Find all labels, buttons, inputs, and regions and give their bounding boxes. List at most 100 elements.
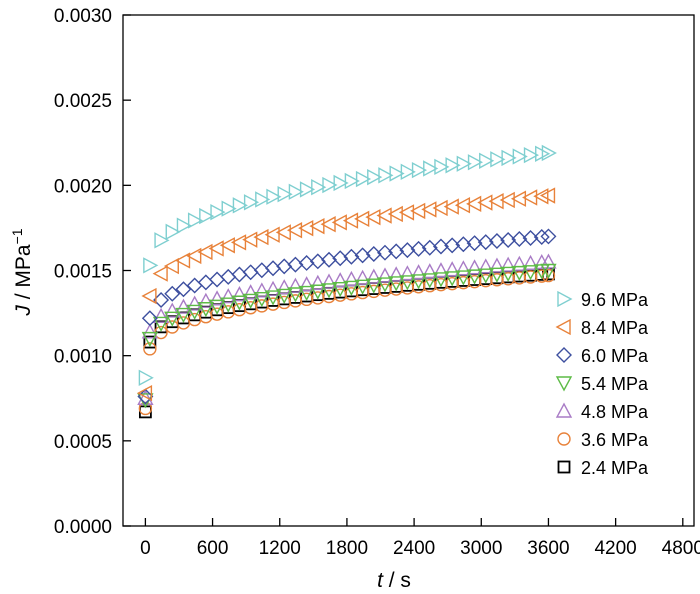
data-point (286, 222, 303, 239)
data-point (343, 280, 360, 296)
data-point (141, 310, 158, 327)
data-point (523, 146, 540, 164)
x-tick-label: 3600 (527, 538, 569, 559)
data-point (309, 274, 326, 290)
data-point (523, 270, 538, 284)
data-point (466, 269, 483, 285)
data-point (320, 283, 338, 299)
data-point (540, 228, 557, 245)
legend-item: 3.6 MPa (557, 430, 649, 450)
data-point (432, 262, 450, 278)
data-point (231, 295, 248, 311)
data-point (152, 265, 168, 282)
data-point (499, 256, 517, 272)
data-point (230, 234, 247, 251)
series-points (138, 268, 556, 416)
data-point (333, 174, 349, 192)
data-point (477, 258, 494, 274)
data-point (220, 268, 237, 285)
data-point (432, 272, 450, 288)
data-point (220, 297, 237, 313)
data-point (219, 237, 235, 254)
data-point (434, 158, 450, 176)
data-point (298, 276, 315, 292)
data-point (197, 243, 213, 261)
data-point (232, 197, 248, 214)
data-point (355, 170, 372, 188)
legend-item: 8.4 MPa (555, 318, 649, 338)
data-point (174, 252, 191, 269)
data-point (540, 253, 557, 269)
data-point (367, 168, 383, 186)
x-axis-ticks: 0 600 1200 1800 2400 3000 3600 4200 4800 (140, 518, 700, 559)
data-point (186, 304, 203, 320)
data-point (320, 273, 338, 289)
legend-marker (556, 347, 572, 363)
data-point (365, 268, 382, 284)
legend-label: 8.4 MPa (581, 318, 649, 338)
data-point (255, 191, 271, 208)
data-point (143, 342, 157, 356)
data-point (138, 369, 154, 386)
data-point (488, 257, 506, 273)
data-point (421, 263, 438, 279)
data-point (479, 273, 493, 288)
data-point (354, 269, 371, 285)
data-points (136, 144, 557, 419)
data-point (197, 302, 215, 318)
data-point (187, 212, 204, 229)
legend-marker (557, 460, 571, 474)
data-point (141, 331, 159, 348)
data-point (163, 257, 179, 275)
legend-marker (555, 318, 571, 336)
data-point (287, 277, 304, 293)
data-point (243, 194, 260, 211)
data-point (154, 232, 170, 249)
data-point (253, 228, 269, 246)
data-point (175, 298, 192, 314)
data-point (209, 271, 226, 288)
data-point (143, 335, 157, 349)
data-point (443, 261, 461, 277)
legend-item: 9.6 MPa (557, 290, 649, 310)
data-point (309, 284, 326, 300)
data-point (445, 157, 461, 174)
data-point (467, 154, 484, 171)
data-point (276, 279, 293, 295)
data-point (399, 275, 416, 291)
y-tick-label: 0.0025 (54, 91, 112, 112)
data-point (242, 231, 258, 248)
data-point (136, 384, 153, 402)
data-point (164, 311, 181, 327)
data-point (266, 188, 282, 205)
data-point (467, 274, 482, 289)
x-tick-label: 2400 (393, 538, 435, 559)
data-point (477, 268, 494, 284)
data-point (165, 223, 181, 241)
data-point (488, 267, 506, 283)
data-point (466, 259, 483, 275)
x-tick-label: 4200 (594, 538, 636, 559)
data-point (455, 270, 472, 286)
data-point (298, 219, 314, 237)
data-point (320, 216, 336, 233)
data-point (152, 316, 170, 332)
y-tick-label: 0.0015 (54, 262, 112, 283)
data-point (231, 266, 248, 283)
data-point (264, 226, 280, 243)
series-points (136, 187, 556, 402)
x-axis-title: t / s (377, 569, 411, 592)
data-point (164, 285, 181, 302)
data-point (186, 247, 202, 265)
data-point (490, 273, 504, 287)
legend-marker (557, 290, 573, 308)
data-point (322, 176, 338, 194)
y-tick-label: 0.0020 (54, 176, 112, 197)
data-point (512, 271, 527, 285)
data-point (309, 217, 325, 235)
data-point (522, 265, 539, 281)
data-point (376, 267, 394, 283)
x-tick-label: 1800 (326, 538, 368, 559)
data-point (277, 186, 293, 203)
data-point (175, 307, 192, 324)
